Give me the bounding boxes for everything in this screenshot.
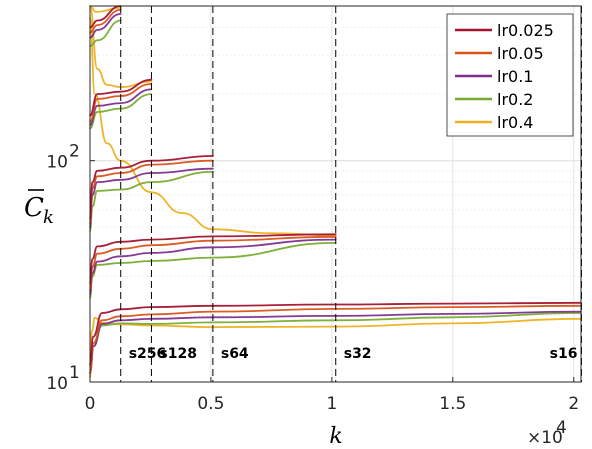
series-line-lr0-025 — [89, 5, 122, 29]
y-tick-exponent: 2 — [69, 142, 80, 162]
x-multiplier-exponent: 4 — [556, 418, 567, 438]
legend: lr0.025 lr0.05 lr0.1 lr0.2 lr0.4 — [446, 13, 574, 137]
legend-label: lr0.025 — [497, 21, 554, 40]
series-line-lr0-05 — [89, 304, 582, 374]
x-tick-label: 2 — [568, 394, 579, 414]
x-tick-label: 0.5 — [197, 394, 224, 414]
vline-label-s16: s16 — [550, 346, 578, 362]
x-tick-label: 1.5 — [439, 394, 466, 414]
x-ticks: 0 0.5 1 1.5 2 — [85, 377, 579, 414]
x-tick-label: 0 — [85, 394, 96, 414]
series-line-lr0-4 — [89, 5, 153, 88]
series-line-lr0-05 — [89, 9, 122, 34]
vline-label-s64: s64 — [221, 346, 249, 362]
vline-label-s128: s128 — [159, 346, 197, 362]
series-line-lr0-2 — [89, 93, 153, 130]
y-tick-base: 10 — [46, 153, 68, 173]
legend-label: lr0.1 — [497, 67, 533, 86]
series-line-lr0-05 — [89, 83, 153, 123]
vline-label-s32: s32 — [344, 346, 372, 362]
vline-label-s256: s256 — [129, 346, 167, 362]
series-line-lr0-025 — [89, 301, 582, 366]
x-tick-label: 1 — [326, 394, 337, 414]
series-line-lr0-2 — [89, 19, 122, 47]
y-axis-label-k: k — [43, 207, 54, 228]
legend-label: lr0.2 — [497, 90, 533, 109]
y-tick-label: 102 — [46, 142, 79, 173]
plot-frame — [89, 5, 582, 383]
y-axis-label: C k — [24, 189, 54, 228]
series-layer — [89, 5, 582, 379]
y-tick-exponent: 1 — [69, 363, 80, 383]
y-tick-base: 10 — [46, 374, 68, 394]
y-tick-label: 101 — [46, 363, 79, 394]
legend-label: lr0.05 — [497, 44, 544, 63]
series-line-lr0-4 — [89, 17, 337, 237]
x-multiplier-base: ×10 — [527, 428, 563, 448]
series-line-lr0-025 — [89, 78, 153, 117]
series-line-lr0-05 — [89, 235, 337, 292]
x-axis-label: k — [329, 424, 342, 449]
series-line-lr0-1 — [89, 88, 153, 126]
series-line-lr0-1 — [89, 13, 122, 39]
x-multiplier: ×10 4 — [527, 418, 567, 448]
series-line-lr0-025 — [89, 155, 214, 219]
legend-label: lr0.4 — [497, 113, 533, 132]
y-axis-label-C: C — [24, 193, 44, 223]
series-line-lr0-025 — [89, 233, 337, 284]
